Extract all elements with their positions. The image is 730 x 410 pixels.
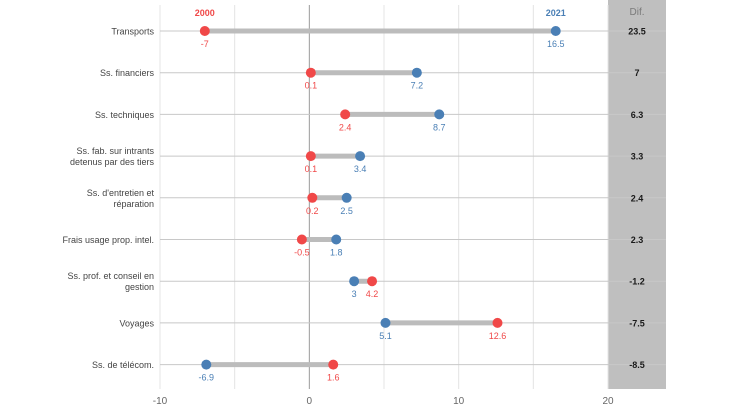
category-label: Ss. d'entretien et [87, 188, 155, 198]
diff-value: -8.5 [629, 360, 645, 370]
category-label: Ss. financiers [100, 68, 155, 78]
point-2021 [201, 359, 212, 370]
point-2000 [307, 192, 318, 203]
diff-value: 23.5 [628, 27, 646, 37]
point-2000 [492, 317, 503, 328]
value-label-2000: 0.2 [306, 206, 319, 216]
diff-panel [608, 0, 666, 389]
point-2000 [199, 26, 210, 36]
value-label-2021: 5.1 [379, 331, 392, 341]
point-2021 [411, 67, 422, 78]
value-label-2000: -7 [201, 39, 209, 49]
value-label-2021: 3.4 [354, 164, 367, 174]
legend-start-label: 2000 [195, 8, 215, 18]
category-label: Ss. fab. sur intrants [76, 146, 154, 156]
value-label-2000: 0.1 [305, 81, 318, 91]
value-label-2021: 7.2 [411, 81, 424, 91]
point-2021 [550, 26, 561, 36]
point-2021 [349, 276, 360, 287]
point-2000 [296, 234, 307, 245]
point-2021 [434, 109, 445, 120]
value-label-2000: 4.2 [366, 289, 379, 299]
point-2000 [340, 109, 351, 120]
category-label: gestion [125, 282, 154, 292]
diff-value: 2.4 [631, 193, 644, 203]
point-2000 [305, 67, 316, 78]
legend-end-label: 2021 [546, 8, 566, 18]
value-label-2021: -6.9 [199, 373, 215, 383]
x-tick-label: 20 [602, 396, 614, 407]
value-label-2000: 0.1 [305, 164, 318, 174]
diff-value: 6.3 [631, 110, 644, 120]
category-label: réparation [113, 199, 154, 209]
point-2021 [355, 151, 366, 162]
point-2000 [305, 151, 316, 162]
x-tick-label: -10 [153, 396, 168, 407]
point-2000 [367, 276, 378, 287]
x-tick-label: 10 [453, 396, 465, 407]
category-label: Ss. de télécom. [92, 360, 154, 370]
value-label-2021: 16.5 [547, 39, 565, 49]
category-label: Ss. techniques [95, 110, 155, 120]
value-label-2021: 8.7 [433, 122, 446, 132]
diff-value: 3.3 [631, 152, 644, 162]
point-2000 [328, 359, 339, 370]
point-2021 [341, 192, 352, 203]
value-label-2000: 2.4 [339, 122, 352, 132]
value-label-2000: -0.5 [294, 248, 310, 258]
diff-value: -1.2 [629, 277, 645, 287]
diff-value: -7.5 [629, 318, 645, 328]
category-label: detenus par des tiers [70, 157, 155, 167]
value-label-2000: 12.6 [489, 331, 507, 341]
category-label: Transports [111, 27, 154, 37]
value-label-2021: 1.8 [330, 248, 343, 258]
diff-value: 7 [634, 68, 639, 78]
point-2021 [380, 317, 391, 328]
x-tick-label: 0 [307, 396, 313, 407]
category-label: Ss. prof. et conseil en [67, 271, 154, 281]
value-label-2000: 1.6 [327, 373, 340, 383]
diff-value: 2.3 [631, 235, 644, 245]
value-label-2021: 3 [352, 289, 357, 299]
diff-header: Dif. [630, 7, 645, 18]
category-label: Frais usage prop. intel. [62, 235, 154, 245]
value-label-2021: 2.5 [340, 206, 353, 216]
category-label: Voyages [119, 318, 154, 328]
point-2021 [331, 234, 342, 245]
